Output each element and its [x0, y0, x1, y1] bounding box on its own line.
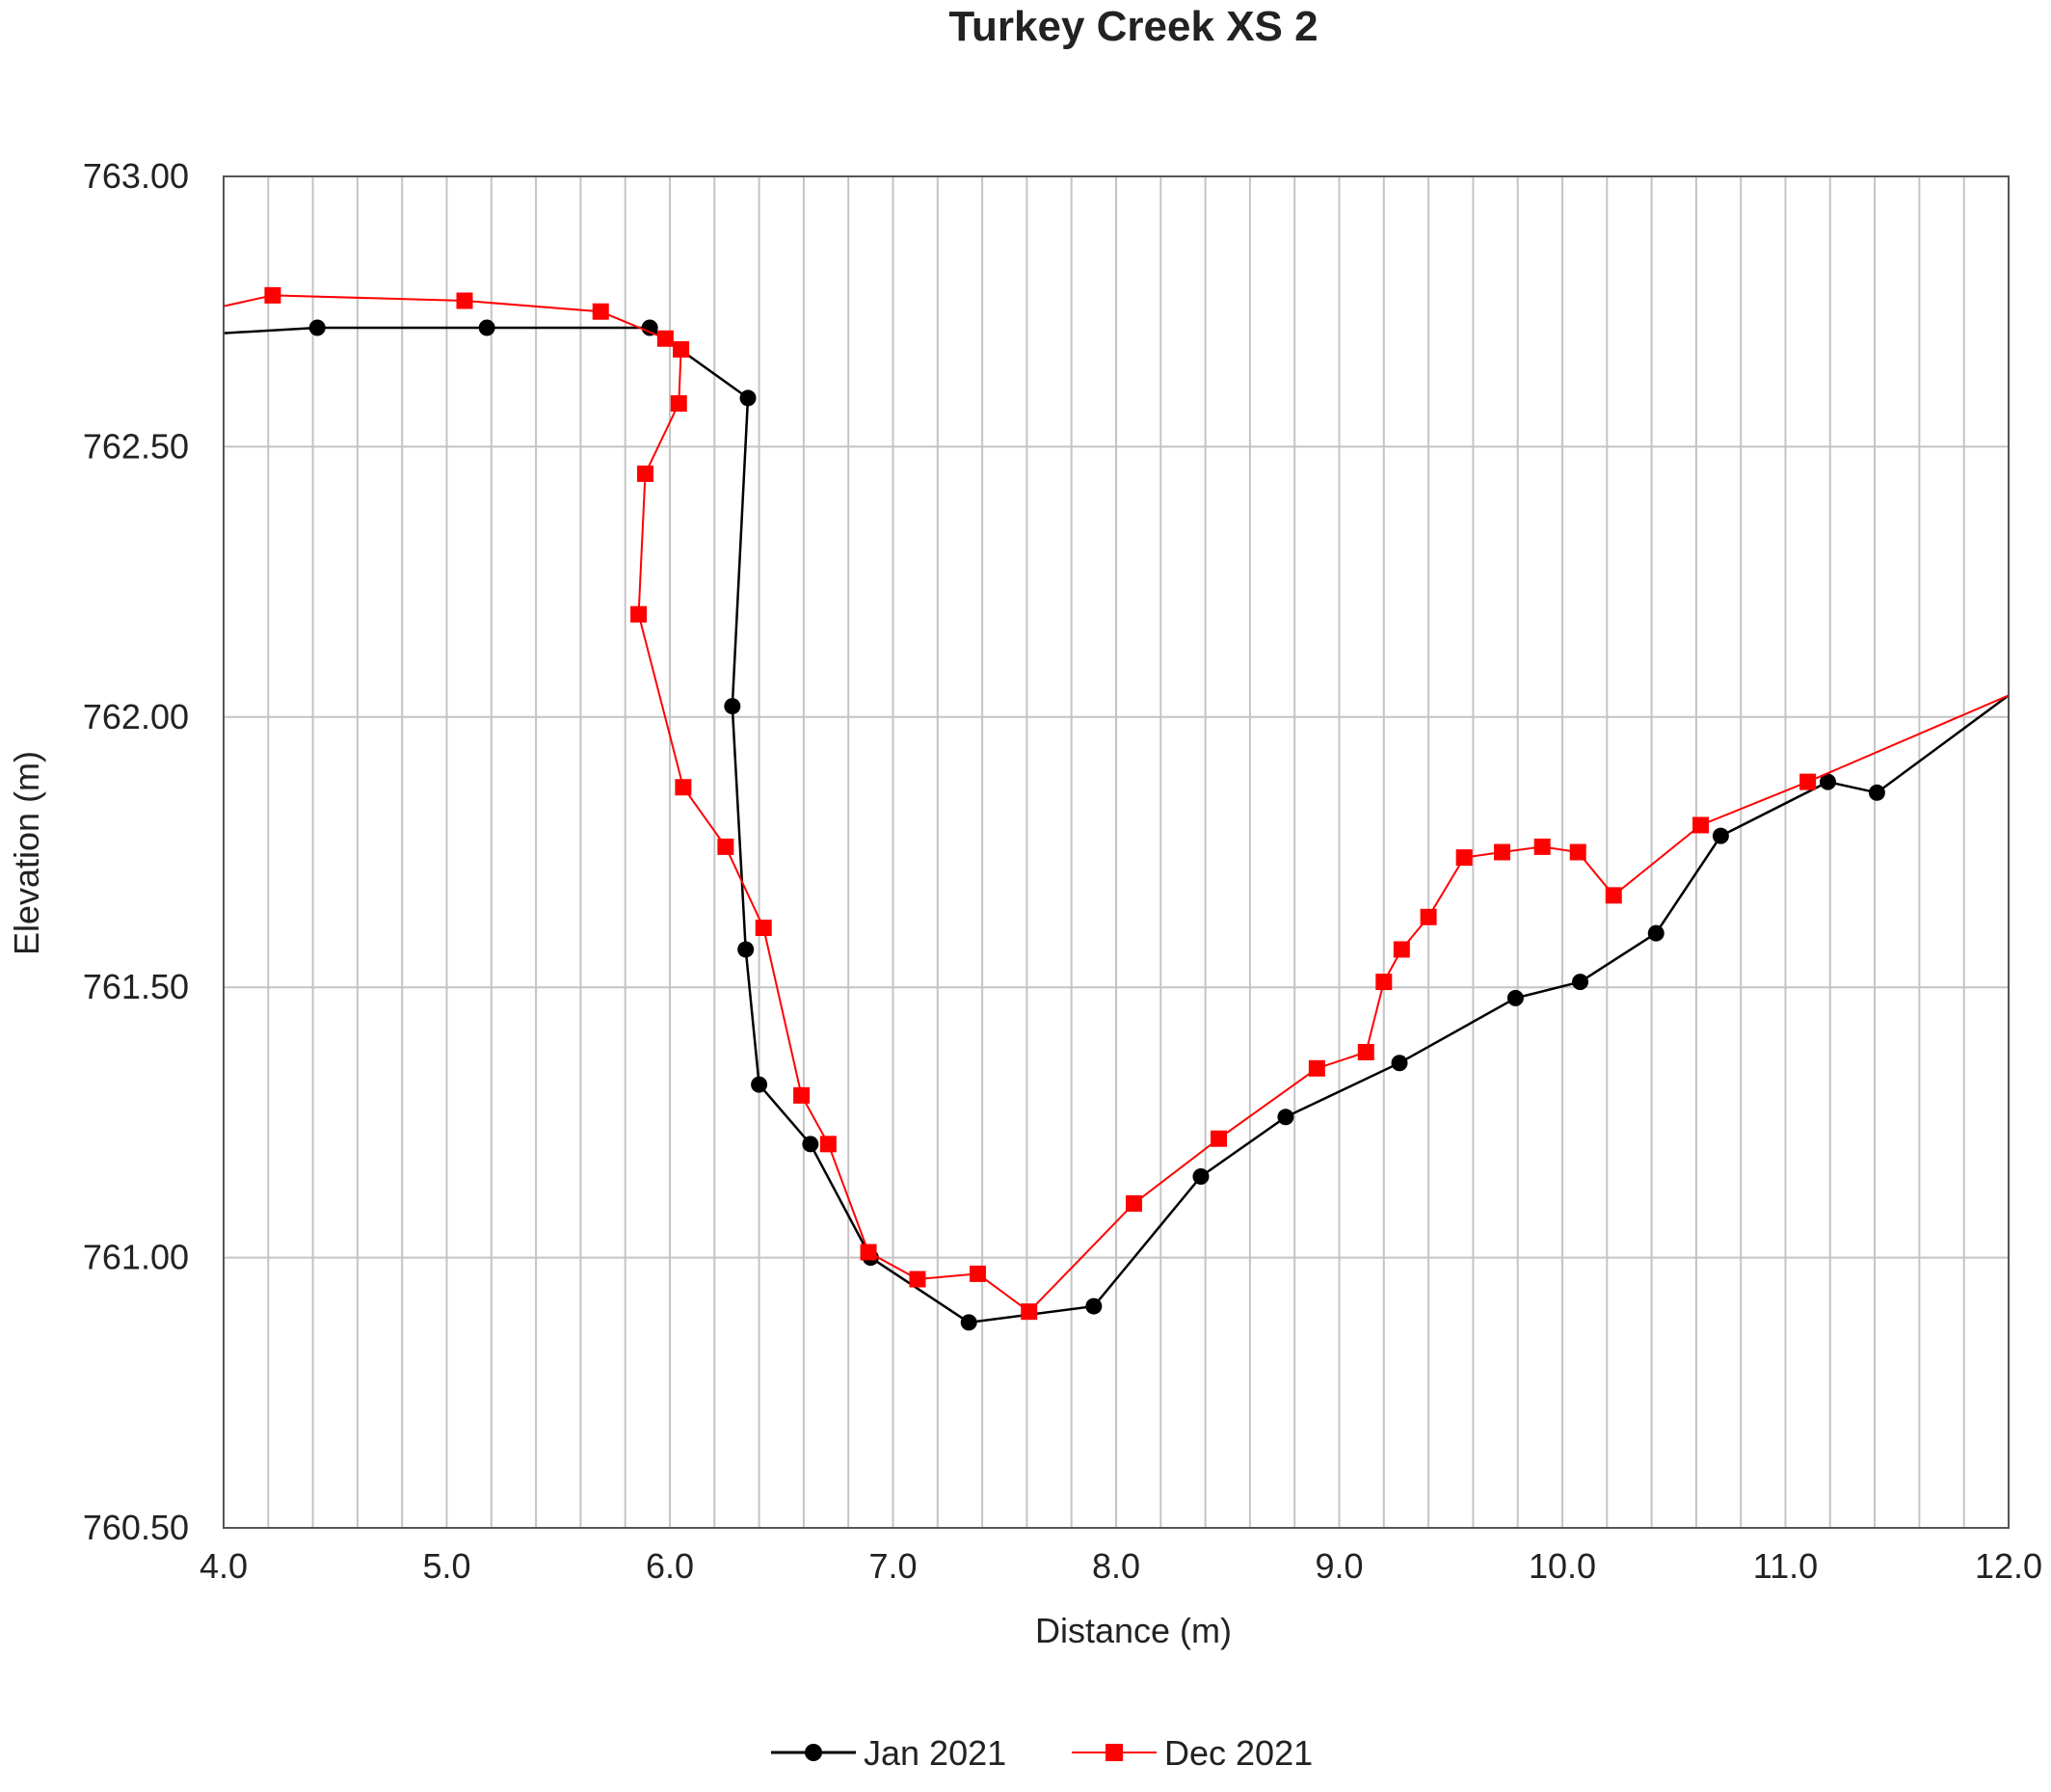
data-point — [1277, 1109, 1294, 1126]
data-point — [1712, 827, 1729, 844]
data-point — [264, 286, 281, 304]
data-point — [802, 1136, 819, 1153]
x-tick-label: 4.0 — [200, 1546, 248, 1586]
x-tick-label: 9.0 — [1315, 1546, 1363, 1586]
data-point — [673, 340, 690, 358]
data-point — [1605, 887, 1622, 904]
series-layer — [223, 286, 2010, 1331]
data-point — [675, 779, 692, 796]
x-tick-label: 5.0 — [422, 1546, 470, 1586]
legend-item-1: Jan 2021 — [771, 1733, 1006, 1773]
data-point — [630, 605, 648, 623]
legend: Jan 2021 Dec 2021 — [771, 1733, 1313, 1773]
data-point — [641, 319, 658, 336]
y-tick-label: 761.50 — [83, 967, 189, 1006]
data-point — [1569, 843, 1586, 861]
legend-label: Dec 2021 — [1164, 1733, 1313, 1773]
data-point — [737, 941, 755, 958]
data-point — [456, 292, 473, 309]
series-2 — [223, 286, 2010, 1321]
data-point — [1533, 838, 1551, 855]
data-point — [1506, 989, 1524, 1006]
data-point — [1192, 1167, 1210, 1185]
x-tick-label: 10.0 — [1529, 1546, 1596, 1586]
data-point — [860, 1244, 877, 1261]
data-point — [1572, 974, 1589, 991]
x-axis-label: Distance (m) — [1035, 1611, 1232, 1650]
x-tick-label: 11.0 — [1753, 1546, 1818, 1586]
y-tick-label: 760.50 — [83, 1508, 189, 1547]
data-point — [1308, 1059, 1325, 1077]
data-point — [1868, 784, 1885, 801]
y-tick-label: 762.00 — [83, 697, 189, 736]
data-point — [1126, 1195, 1143, 1213]
data-point — [1455, 849, 1473, 867]
x-tick-label: 8.0 — [1092, 1546, 1140, 1586]
data-point — [670, 395, 687, 413]
grid-lines — [224, 176, 2009, 1528]
data-point — [308, 319, 326, 336]
data-point — [751, 1076, 768, 1093]
y-tick-label: 761.00 — [83, 1238, 189, 1277]
tick-labels: 4.0 5.0 6.0 7.0 8.0 9.0 10.0 11.0 12.0 760.50 761.… — [83, 156, 2042, 1586]
plot-frame — [223, 175, 2010, 1529]
y-axis-label: Elevation (m) — [7, 751, 46, 955]
data-point — [1493, 843, 1510, 861]
data-point — [1819, 773, 1836, 790]
x-tick-label: 12.0 — [1975, 1546, 2042, 1586]
data-point — [793, 1086, 811, 1104]
chart-title: Turkey Creek XS 2 — [948, 3, 1318, 50]
data-point — [1357, 1043, 1374, 1060]
data-point — [656, 330, 674, 347]
data-point — [960, 1314, 977, 1331]
data-point — [1021, 1303, 1038, 1321]
data-point — [478, 319, 495, 336]
data-point — [1393, 941, 1410, 958]
legend-label: Jan 2021 — [864, 1733, 1006, 1773]
legend-marker — [805, 1744, 822, 1761]
data-point — [819, 1136, 837, 1153]
data-point — [717, 838, 734, 855]
data-point — [1375, 974, 1393, 991]
data-point — [909, 1270, 926, 1288]
data-point — [724, 698, 741, 715]
data-point — [637, 465, 654, 482]
data-point — [739, 389, 757, 407]
data-point — [1085, 1297, 1103, 1315]
legend-marker — [1105, 1744, 1123, 1761]
x-tick-label: 7.0 — [868, 1546, 917, 1586]
legend-item-2: Dec 2021 — [1072, 1733, 1313, 1773]
data-point — [1420, 908, 1437, 925]
data-point — [969, 1265, 986, 1282]
data-point — [1647, 924, 1665, 942]
data-point — [1210, 1130, 1227, 1147]
data-point — [755, 920, 772, 937]
y-tick-label: 762.50 — [83, 426, 189, 466]
y-tick-label: 763.00 — [83, 156, 189, 196]
data-point — [1799, 773, 1817, 790]
x-tick-label: 6.0 — [646, 1546, 694, 1586]
data-point — [592, 303, 609, 320]
data-point — [1391, 1055, 1408, 1072]
data-point — [1692, 816, 1710, 834]
